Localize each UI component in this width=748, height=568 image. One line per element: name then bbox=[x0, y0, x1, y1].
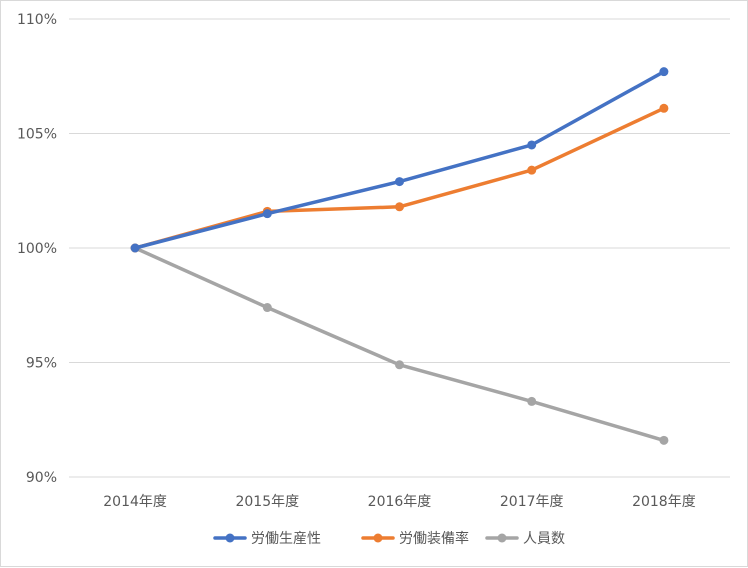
series-2 bbox=[130, 243, 669, 445]
data-point bbox=[262, 303, 272, 313]
y-tick-label: 110% bbox=[17, 12, 57, 28]
data-point bbox=[527, 396, 537, 406]
y-tick-label: 100% bbox=[17, 241, 57, 257]
legend-label: 労働生産性 bbox=[251, 531, 321, 547]
legend: 労働生産性 労働装備率 人員数 bbox=[213, 530, 565, 547]
legend-item: 労働装備率 bbox=[361, 530, 469, 547]
data-point bbox=[527, 140, 537, 150]
data-point bbox=[659, 103, 669, 113]
data-point bbox=[659, 67, 669, 77]
data-point bbox=[130, 243, 140, 253]
legend-label: 労働装備率 bbox=[399, 530, 469, 547]
series-lines bbox=[130, 67, 669, 445]
x-tick-label: 2015年度 bbox=[235, 494, 299, 510]
legend-label: 人員数 bbox=[523, 531, 565, 547]
legend-item: 人員数 bbox=[485, 531, 565, 547]
y-tick-label: 95% bbox=[26, 356, 57, 372]
x-axis-ticks: 2014年度 2015年度 2016年度 2017年度 2018年度 bbox=[103, 494, 695, 510]
legend-item: 労働生産性 bbox=[213, 531, 321, 547]
data-point bbox=[262, 209, 272, 219]
series-0 bbox=[130, 67, 669, 253]
series-line bbox=[133, 246, 666, 443]
legend-swatch-marker bbox=[373, 533, 383, 543]
x-tick-label: 2016年度 bbox=[368, 494, 432, 510]
x-tick-label: 2017年度 bbox=[500, 494, 564, 510]
x-tick-label: 2018年度 bbox=[632, 494, 696, 510]
data-point bbox=[659, 435, 669, 445]
legend-swatch-marker bbox=[497, 533, 507, 543]
data-point bbox=[395, 202, 404, 212]
y-tick-label: 90% bbox=[26, 470, 57, 486]
x-tick-label: 2014年度 bbox=[103, 494, 167, 510]
data-point bbox=[395, 177, 404, 187]
gridlines bbox=[69, 18, 730, 478]
data-point bbox=[395, 360, 404, 370]
data-point bbox=[527, 165, 537, 175]
series-line bbox=[133, 69, 666, 250]
y-tick-label: 105% bbox=[17, 127, 57, 143]
y-axis-ticks: 90% 95% 100% 105% 110% bbox=[17, 12, 57, 486]
legend-swatch-marker bbox=[225, 533, 235, 543]
